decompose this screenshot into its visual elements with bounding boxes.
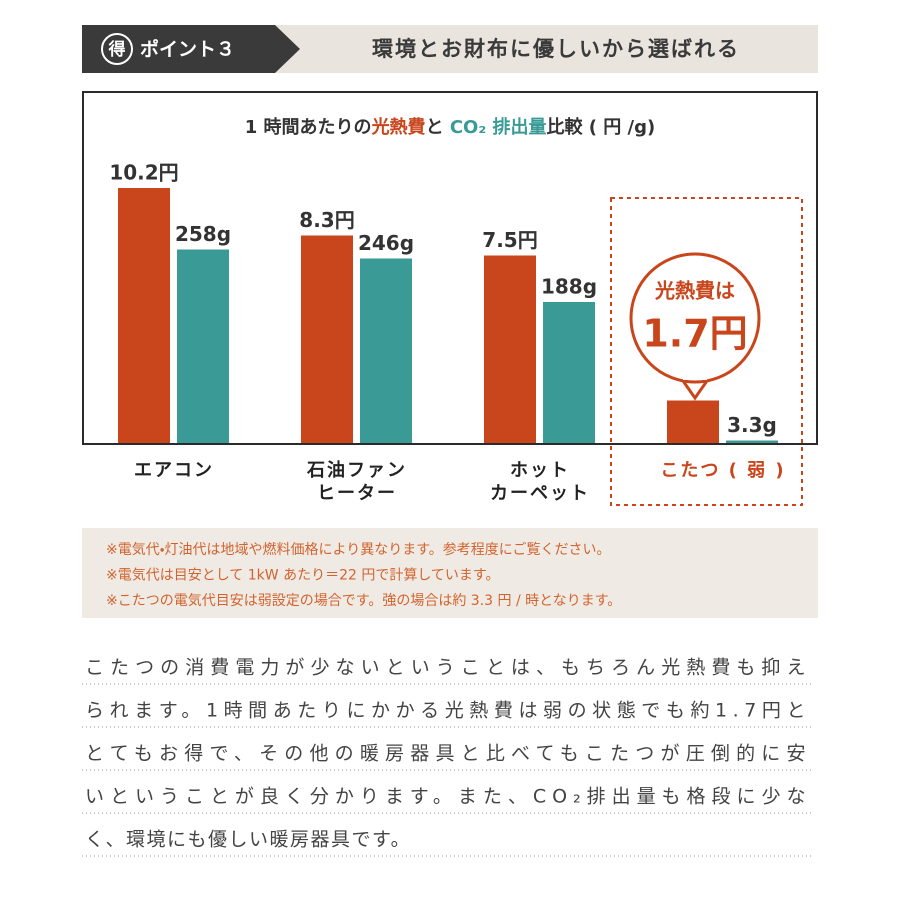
bar — [360, 258, 412, 443]
x-tick-label: こたつ ( 弱 ) — [660, 460, 785, 481]
note: ※こたつの電気代目安は弱設定の場合です。強の場合は約 3.3 円 / 時となりま… — [106, 593, 621, 609]
paragraph-line: られます。1時間あたりにかかる光熱費は弱の状態でも約1.7円と — [85, 700, 807, 722]
title-part: と — [426, 117, 450, 138]
value-label: 7.5円 — [482, 228, 537, 252]
value-label: 8.3円 — [299, 208, 354, 232]
bar — [118, 188, 170, 443]
bar — [177, 249, 229, 443]
paragraph-line: く、環境にも優しい暖房器具です。 — [85, 829, 411, 851]
header-tab — [82, 25, 300, 73]
notes-box — [82, 528, 818, 618]
paragraph-line: いということが良く分かります。また、CO₂排出量も格段に少な — [85, 786, 807, 808]
bar — [301, 235, 353, 443]
annotation: 1.7円 — [642, 312, 747, 356]
x-tick-label: カーペット — [490, 483, 590, 504]
paragraph-line: こたつの消費電力が少ないということは、もちろん光熱費も抑え — [85, 657, 807, 679]
title-part: 光熱費 — [371, 116, 426, 138]
content: 10.2円 8.3円 7.5円 258g 246g 188g 3.3g エアコン 石油ファンヒー… — [82, 161, 814, 857]
bar — [667, 400, 719, 443]
bar — [543, 302, 595, 443]
point-label: ポイント３ — [140, 38, 235, 61]
header-title: 環境とお財布に優しいから選ばれる — [372, 37, 740, 61]
value-label: 258g — [175, 222, 231, 246]
x-tick-label: ヒーター — [317, 483, 397, 504]
paragraph-line: とてもお得で、その他の暖房器具と比べてもこたつが圧倒的に安 — [85, 743, 807, 765]
bar — [484, 255, 536, 443]
x-tick-label: エアコン — [134, 460, 214, 481]
title-part: CO₂ 排出量 — [450, 116, 547, 138]
value-label: 10.2円 — [109, 161, 178, 185]
value-label: 188g — [541, 275, 597, 299]
note: ※電気代は目安として 1kW あたり＝22 円で計算しています。 — [106, 568, 500, 584]
callout-joint — [683, 374, 707, 380]
annotation: 光熱費は — [654, 279, 735, 303]
chart-title: 1 時間あたりの光熱費と CO₂ 排出量比較 ( 円 /g) — [245, 116, 655, 138]
badge: 得 — [108, 39, 126, 60]
note: ※電気代・灯油代は地域や燃料価格により異なります。参考程度にご覧ください。 — [106, 541, 611, 558]
x-tick-label: 石油ファン — [306, 459, 407, 481]
title-part: 比較 ( 円 /g) — [547, 116, 656, 138]
badge-circle — [101, 33, 133, 65]
title-part: 1 時間あたりの — [245, 117, 372, 138]
callout — [629, 252, 761, 384]
value-label: 3.3g — [727, 413, 777, 437]
x-tick-label: ホット — [510, 460, 570, 481]
bar — [726, 440, 778, 443]
value-label: 246g — [358, 231, 414, 255]
highlight-box — [610, 197, 803, 506]
